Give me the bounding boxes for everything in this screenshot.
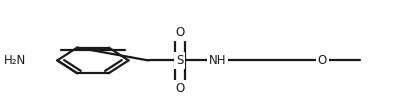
Text: O: O [175, 26, 184, 39]
Text: O: O [175, 82, 184, 95]
Text: H₂N: H₂N [3, 54, 26, 67]
Text: O: O [318, 54, 327, 67]
Text: NH: NH [209, 54, 226, 67]
Text: S: S [176, 54, 184, 67]
